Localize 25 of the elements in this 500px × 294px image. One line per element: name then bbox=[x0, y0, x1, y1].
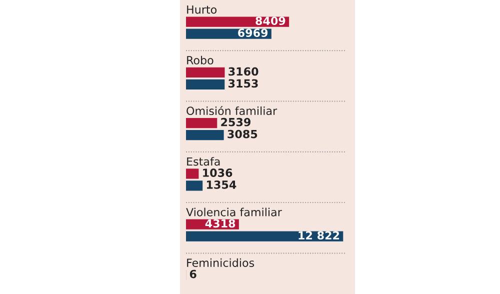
data-label: 6969 bbox=[238, 28, 268, 37]
y-tick-label: Omisión familiar bbox=[186, 106, 278, 116]
y-tick-label: Estafa bbox=[187, 157, 220, 166]
bar bbox=[186, 67, 225, 78]
data-label: 3085 bbox=[228, 130, 258, 138]
data-label: 12 822 bbox=[298, 231, 340, 240]
bar bbox=[186, 130, 224, 140]
y-tick-label: Violencia familiar bbox=[186, 208, 282, 216]
y-tick-label: Feminicidios bbox=[187, 258, 254, 267]
bar bbox=[186, 79, 225, 90]
bar bbox=[186, 16, 290, 27]
data-label: 1354 bbox=[206, 180, 236, 189]
y-tick-label: Hurto bbox=[187, 6, 217, 14]
data-label: 2539 bbox=[221, 118, 250, 126]
bar bbox=[186, 168, 199, 179]
data-label: 3153 bbox=[228, 79, 258, 88]
data-label: 3160 bbox=[228, 67, 258, 76]
bar bbox=[186, 180, 203, 191]
data-label: 1036 bbox=[203, 168, 232, 177]
data-label: 8409 bbox=[256, 16, 286, 26]
bar bbox=[186, 118, 218, 128]
bar bbox=[186, 231, 344, 242]
y-tick-label: Robo bbox=[187, 56, 214, 64]
data-label: 6 bbox=[190, 270, 196, 278]
data-label: 4318 bbox=[205, 219, 236, 228]
